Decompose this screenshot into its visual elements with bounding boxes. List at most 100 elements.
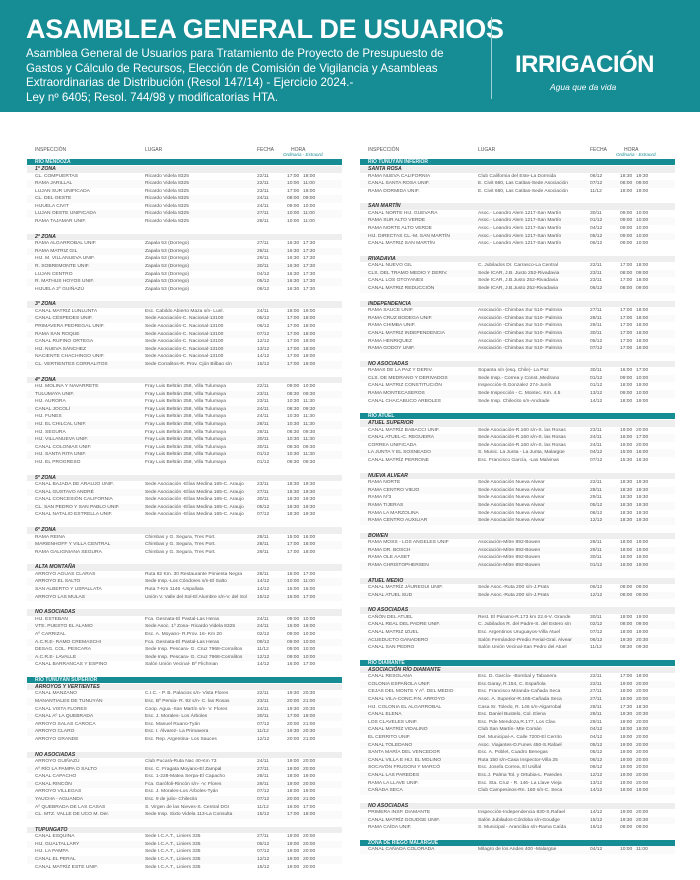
table-row: HIJ. SEGURA Fray Luis Beltrán 258, Villa …	[27, 429, 342, 437]
hora-extraordinaria-cell: 19:00	[636, 727, 649, 733]
lugar-cell: Sede Asociación Nueva Alvear	[478, 502, 545, 508]
hora-ordinaria-cell: 09:00	[287, 384, 300, 390]
lugar-cell: Fray Luis Beltrán 258, Villa Tulumaya	[145, 414, 226, 420]
inspeccion-cell: HIJ. EL CHILCAL UNIF.	[35, 422, 87, 428]
fecha-cell: 16/12	[590, 825, 603, 831]
inspeccion-cell: RAMA MOSS - LOS ANGELES UNIF	[368, 540, 449, 546]
inspeccion-cell: HIJUELA 2º GUIÑAZÚ	[35, 286, 85, 292]
schedule-group: SANTA ROSA RAMA NUEVA CALIFORNIA Club Cali…	[360, 166, 675, 195]
fecha-cell: 07/12	[257, 331, 270, 337]
fecha-cell: 15/12	[257, 361, 270, 367]
table-row: HIJ. M. VILLANUEVA UNIF. Zapala 53 (Dorre…	[27, 255, 342, 263]
table-row: CANAL ATUEL SUD Sede Asoc.-Ruta 200 s/n-J…	[360, 591, 675, 600]
hora-extraordinaria-cell: 18:00	[303, 354, 316, 360]
fecha-cell: 29/11	[590, 495, 602, 501]
table-row: CANAL MATRÍZ ESTE UNIF. Sede I.C.A.T., Li…	[27, 864, 342, 872]
inspeccion-cell: CANAL MATRIZ CONSTITUCIÓN	[368, 383, 442, 389]
table-row: CANAL Aº LA QUEBRADA Esc. J. Morales- Los…	[27, 713, 342, 721]
hora-ordinaria-cell: 10:00	[287, 579, 300, 585]
inspeccion-cell: RAMA TIJERAS	[368, 502, 404, 508]
hora-ordinaria-cell: 19:00	[620, 681, 633, 687]
lugar-cell: Inspección-S.Gonzalez 274-Junín	[478, 383, 552, 389]
fecha-cell: 27/11	[257, 834, 269, 840]
table-header: INSPECCIÓN LUGAR FECHA HORA Ordinaria - Extr…	[360, 146, 675, 158]
hora-ordinaria-cell: 09:00	[620, 225, 633, 231]
fecha-cell: 05/12	[590, 742, 603, 748]
schedule-group: 5º ZONA CANAL BAJADA DE ARAUJO UNIF. Sede …	[27, 474, 342, 519]
hora-extraordinaria-cell: 18:00	[303, 173, 316, 179]
hora-extraordinaria-cell: 18:00	[303, 316, 316, 322]
fecha-cell: 07/12	[590, 346, 603, 352]
schedule-group: 2º ZONA RAMA ALGARROBAL UNIF. Zapala 53 (D…	[27, 233, 342, 294]
table-row: HIJ. EL PROGRESO Fray Luis Beltrán 258, V…	[27, 459, 342, 467]
table-row: EL CERRITO UNIF. Del. Municipal-A. Calle …	[360, 734, 675, 742]
table-row: CANAL MATRÍZ JÁUREGUI UNIF. Sede Asoc.-Ru…	[360, 584, 675, 592]
inspeccion-cell: SAN ALBERTO Y USPALLATA	[35, 587, 102, 593]
hora-ordinaria-cell: 18:00	[620, 555, 633, 561]
fecha-cell: 24/11	[257, 406, 269, 412]
fecha-cell: 06/12	[257, 286, 270, 292]
lugar-cell: Club California del Este-La Dormida	[478, 173, 557, 179]
inspeccion-cell: HIJ. AURORA	[35, 399, 66, 405]
lugar-cell: Asociación -Chimbas Sur 510- Palmira	[478, 323, 562, 329]
fecha-cell: 24/11	[590, 435, 602, 441]
hora-ordinaria-cell: 10:30	[287, 399, 300, 405]
lugar-cell: Esc. Josefa Correa, El Usillal	[478, 765, 542, 771]
fecha-cell: 04/12	[590, 727, 603, 733]
hora-ordinaria-cell: 16:30	[287, 248, 300, 254]
inspeccion-cell: CANAL MATRIZ INDEPENDENCIA	[368, 330, 445, 336]
inspeccion-cell: PRIMAVERA PEDREGAL UNIF.	[35, 324, 105, 329]
column-header-lugar: LUGAR	[478, 147, 496, 153]
fecha-cell: 05/12	[257, 504, 270, 510]
fecha-cell: 24/11	[257, 414, 269, 420]
hora-ordinaria-cell: 19:00	[287, 781, 300, 787]
lugar-cell: Esc. D. García- -Bombal y Tabanera	[478, 674, 557, 680]
table-row: MANANTIALES DE TUNUYÁN Esc. Bº Persia- R.…	[27, 697, 342, 706]
hora-extraordinaria-cell: 18:00	[636, 323, 649, 329]
hora-ordinaria-cell: 09:00	[620, 375, 633, 381]
table-row: CANAL LAS PAREDES Esc.J. Palma Tol. y Ort…	[360, 771, 675, 780]
hora-extraordinaria-cell: 10:00	[636, 233, 649, 239]
table-row: LUJAN OESTE UNIFICADA Ricardo Videla 8325…	[27, 210, 342, 219]
table-row: RAMA SUR ALTO VERDE Asoc.- Leandro Alem 1…	[360, 217, 675, 225]
fecha-cell: 28/11	[257, 542, 269, 548]
hora-extraordinaria-cell: 17:30	[303, 279, 316, 285]
hora-extraordinaria-cell: 20:00	[636, 442, 649, 448]
hora-extraordinaria-cell: 16:30	[636, 458, 649, 464]
hora-ordinaria-cell: 08:00	[620, 825, 633, 831]
hora-extraordinaria-cell: 18:00	[636, 315, 649, 321]
fecha-cell: 30/11	[590, 368, 602, 374]
fecha-cell: 30/11	[257, 497, 269, 503]
hora-extraordinaria-cell: 20:00	[636, 757, 649, 763]
lugar-cell: Esc. Francisco Miranda-Cañada Seca	[478, 689, 561, 695]
table-row: CANAL MATRIZ INDEPENDENCIA Asociación -Ch…	[360, 329, 675, 338]
lugar-cell: Salón Jubilados-Córdoba s/n-Goudge	[478, 817, 560, 823]
fecha-cell: 06/12	[590, 757, 603, 763]
hora-extraordinaria-cell: 20:30	[636, 712, 649, 718]
lugar-cell: Sede Insp.- Correa y Const.,Medrano	[478, 375, 560, 381]
lugar-cell: Sede I.C.A.T., Liniers 335	[145, 834, 201, 840]
subtitle-law: Ley nº 6405; Resol. 744/98 y modificator…	[26, 90, 279, 104]
lugar-cell: Sede Asociación -Elías Medina 165-C. Ara…	[145, 497, 244, 503]
fecha-cell: 06/12	[257, 324, 270, 329]
fecha-cell: 01/12	[590, 562, 603, 568]
inspeccion-cell: RAMA OLE AASET	[368, 555, 411, 561]
lugar-cell: Club Pucará-Ruta Nac 40-Km 73	[145, 759, 217, 765]
lugar-cell: Salón Fernández-Predio Ferial-Gral. Alve…	[478, 637, 572, 643]
fecha-cell: 07/12	[257, 849, 270, 855]
hora-extraordinaria-cell: 18:00	[636, 263, 649, 269]
hora-extraordinaria-cell: 11:00	[303, 219, 315, 225]
lugar-cell: Fray Luis Beltrán 258, Villa Tulumaya	[145, 437, 226, 443]
table-row: HIJ. AURORA Fray Luis Beltrán 258, Villa …	[27, 398, 342, 406]
hora-ordinaria-cell: 16:30	[287, 241, 300, 247]
fecha-cell: 27/11	[257, 241, 269, 247]
schedule-group: RIVADAVIA CANAL NUEVO GIL C. Jubilados Dr.…	[360, 255, 675, 293]
fecha-cell: 29/11	[257, 781, 269, 787]
inspeccion-cell: PRIMERA INSP. DIAMANTE	[368, 810, 431, 816]
hora-ordinaria-cell: 19:00	[620, 697, 633, 702]
hora-ordinaria-cell: 18:00	[287, 789, 300, 795]
fecha-cell: 27/11	[257, 489, 269, 495]
table-row: RAMA GODOY UNIF. Asociación -Chimbas Sur …	[360, 345, 675, 353]
hora-extraordinaria-cell: 09:00	[303, 196, 316, 202]
inspeccion-cell: HIJ. LA PAMPA	[35, 849, 69, 855]
